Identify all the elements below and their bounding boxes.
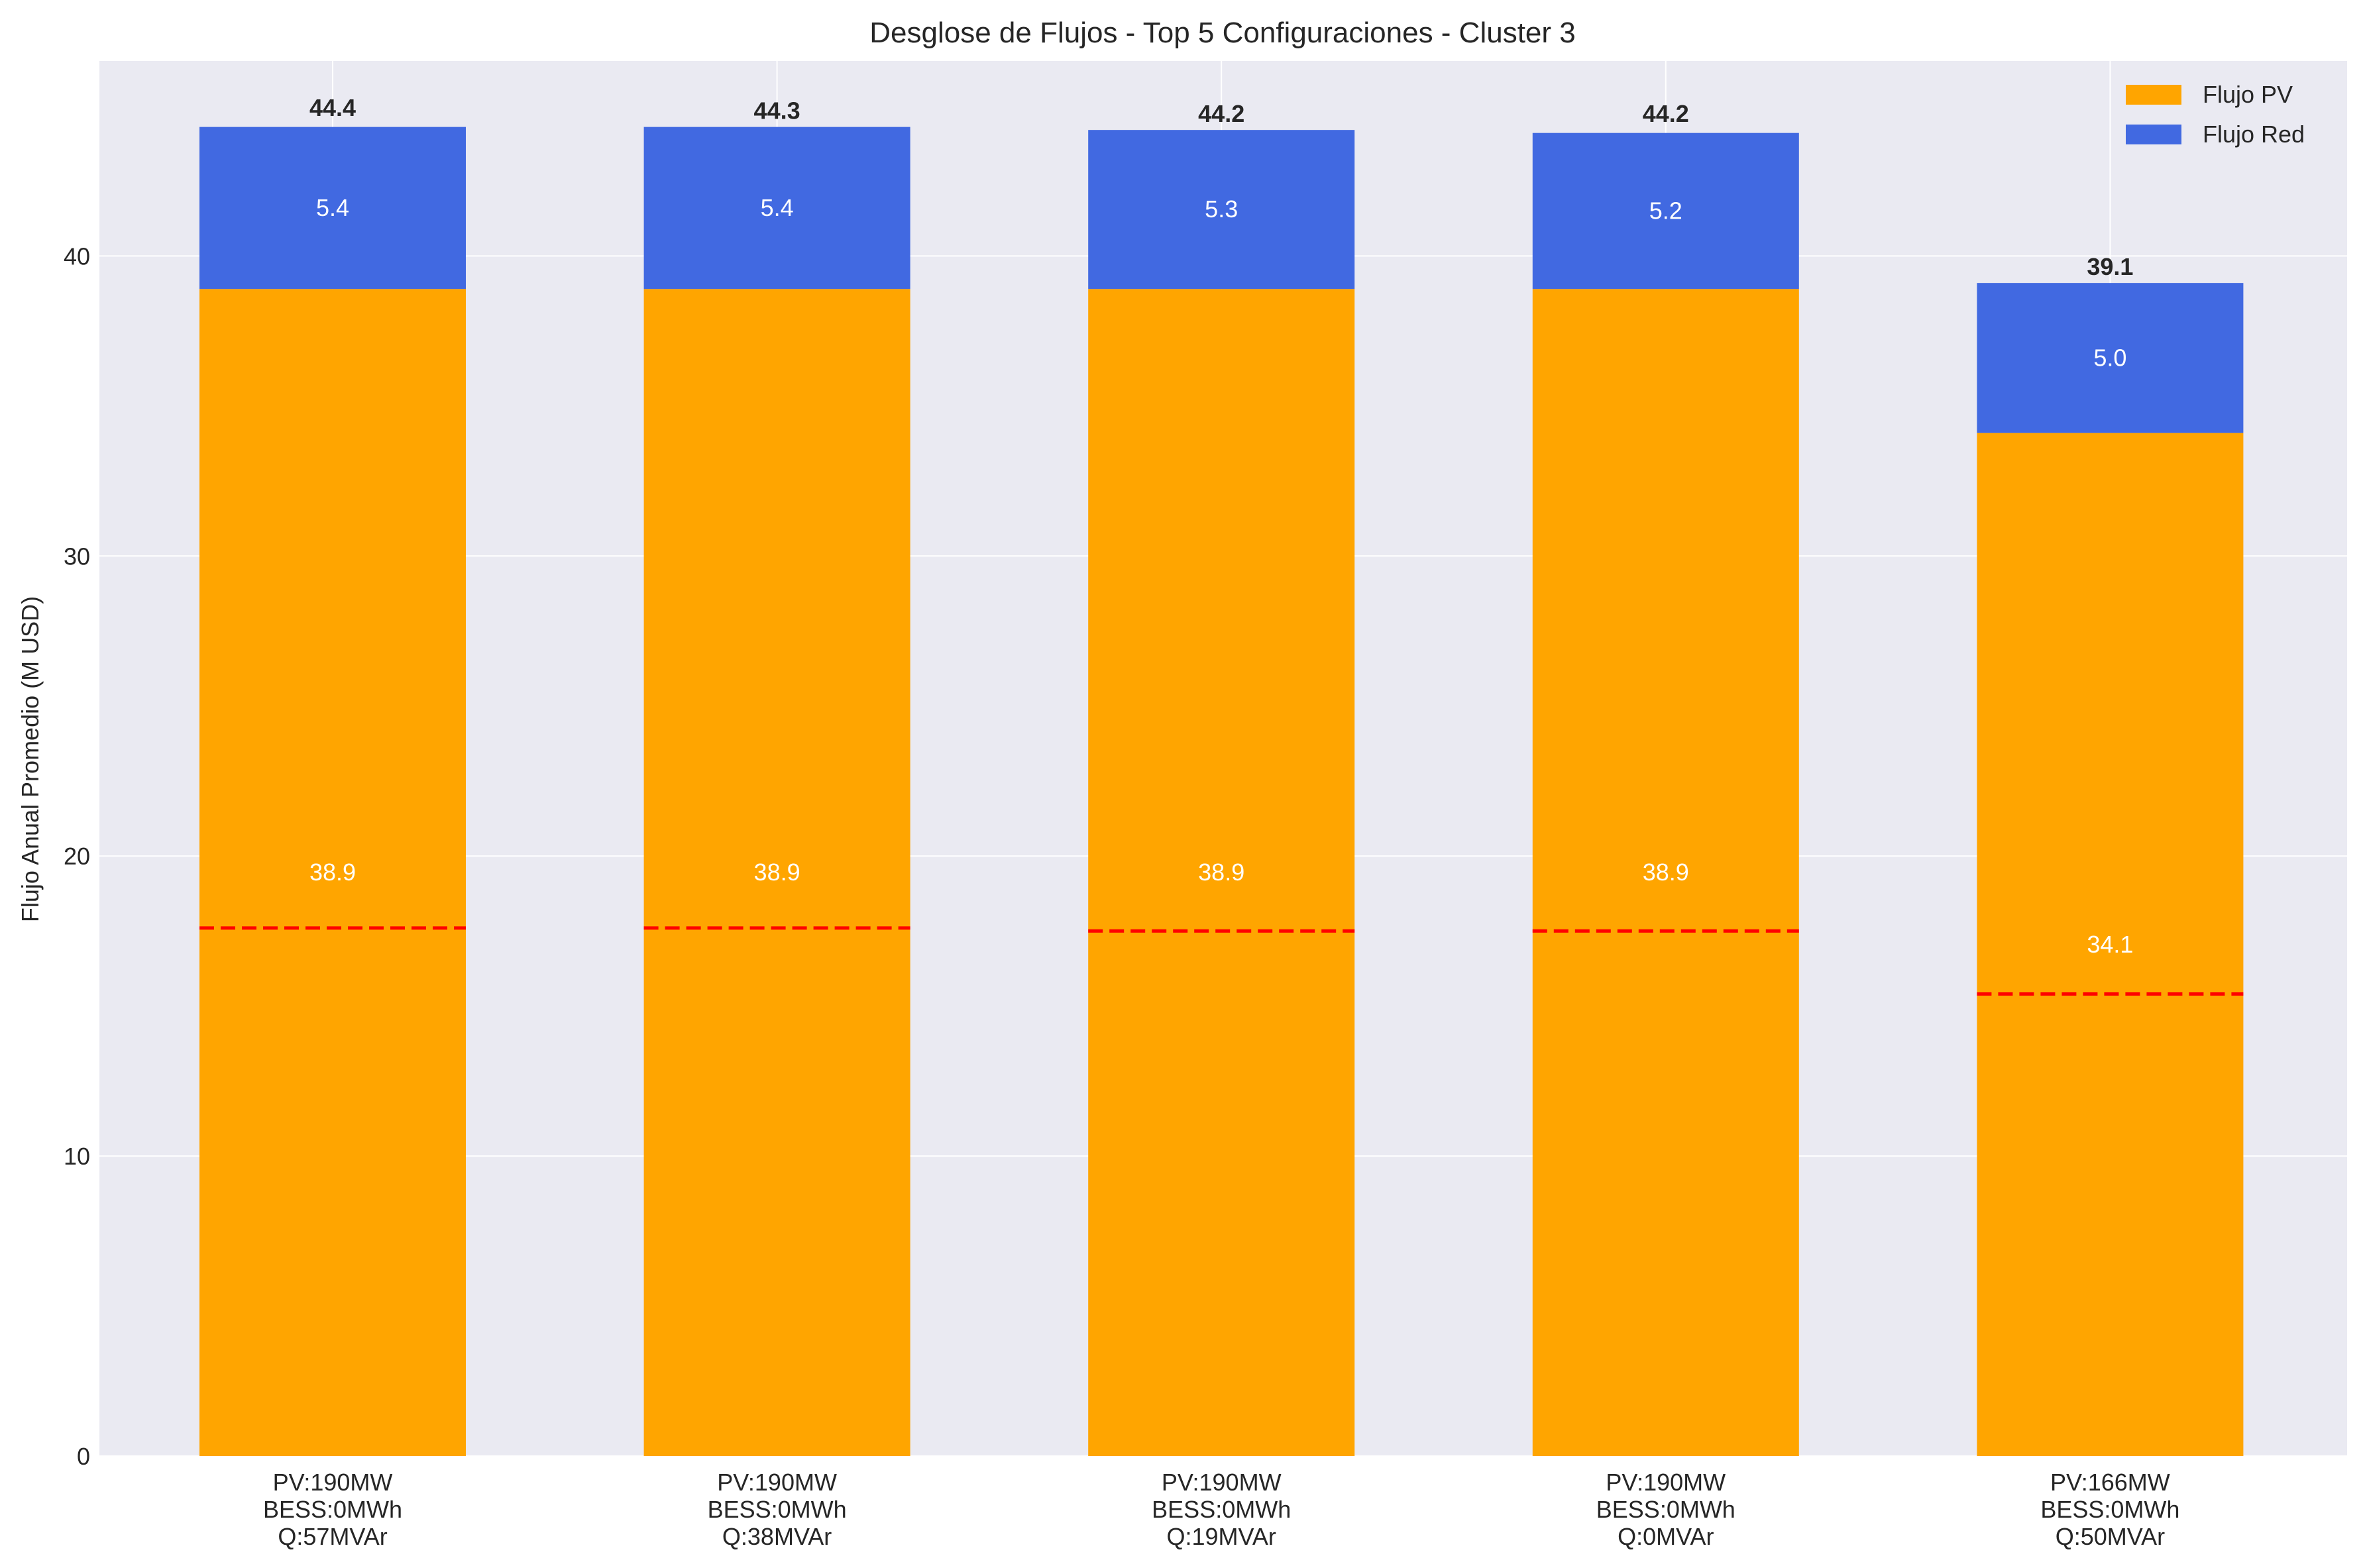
- y-axis-label: Flujo Anual Promedio (M USD): [17, 596, 44, 922]
- x-tick-label-line: Q:0MVAr: [1618, 1523, 1714, 1550]
- bar-value-label: 5.2: [1649, 197, 1682, 224]
- x-tick-label-line: Q:38MVAr: [722, 1523, 832, 1550]
- legend-label: Flujo Red: [2203, 121, 2305, 148]
- x-tick-label-line: BESS:0MWh: [1152, 1496, 1291, 1523]
- bar-flujo-red: [1088, 130, 1355, 289]
- bar-value-label: 38.9: [309, 859, 356, 886]
- x-tick-label-line: BESS:0MWh: [263, 1496, 402, 1523]
- x-tick-label-line: Q:19MVAr: [1167, 1523, 1276, 1550]
- bar-value-label: 5.4: [316, 194, 349, 221]
- bar-value-label: 5.0: [2093, 344, 2126, 371]
- y-tick-label: 30: [64, 543, 90, 570]
- bar-flujo-pv: [1532, 289, 1799, 1457]
- x-tick-label-line: Q:50MVAr: [2056, 1523, 2165, 1550]
- bar-flujo-pv: [199, 289, 466, 1457]
- bar-value-label: 38.9: [1643, 859, 1689, 886]
- bar-value-label: 38.9: [754, 859, 800, 886]
- x-tick-label-line: PV:190MW: [1162, 1469, 1282, 1496]
- bar-flujo-pv: [643, 289, 910, 1457]
- x-tick-label: PV:190MW BESS:0MWh Q:0MVAr: [1596, 1469, 1735, 1550]
- x-tick-label: PV:190MW BESS:0MWh Q:38MVAr: [708, 1469, 847, 1550]
- x-tick-label: PV:166MW BESS:0MWh Q:50MVAr: [2040, 1469, 2179, 1550]
- bar-value-label: 34.1: [2087, 931, 2133, 958]
- y-tick-label: 20: [64, 843, 90, 870]
- bar-flujo-red: [199, 127, 466, 289]
- legend-swatch: [2126, 85, 2181, 105]
- bar-total-label: 44.2: [1643, 100, 1689, 127]
- bar-value-label: 38.9: [1198, 859, 1244, 886]
- legend-swatch: [2126, 125, 2181, 144]
- y-tick-label: 0: [77, 1443, 90, 1470]
- y-tick-label: 10: [64, 1143, 90, 1170]
- x-tick-label-line: PV:190MW: [1606, 1469, 1726, 1496]
- bars: [199, 127, 2244, 1457]
- x-tick-label-line: PV:190MW: [717, 1469, 837, 1496]
- x-tick-label-line: PV:166MW: [2050, 1469, 2170, 1496]
- legend: Flujo PV Flujo Red: [2126, 81, 2305, 148]
- bar-flujo-pv: [1977, 433, 2244, 1456]
- x-tick-label-line: BESS:0MWh: [708, 1496, 847, 1523]
- x-tick-label-line: PV:190MW: [273, 1469, 393, 1496]
- data-labels: 38.9 5.4 44.4 38.9 5.4 44.3 38.9 5.3 44.2 38.9 5.2…: [309, 94, 2133, 958]
- bar-flujo-pv: [1088, 289, 1355, 1457]
- reference-lines: [199, 926, 2244, 996]
- bar-total-label: 44.4: [309, 94, 356, 121]
- bar-flujo-red: [1977, 283, 2244, 433]
- x-tick-label-line: BESS:0MWh: [2040, 1496, 2179, 1523]
- x-tick-label: PV:190MW BESS:0MWh Q:19MVAr: [1152, 1469, 1291, 1550]
- chart-title: Desglose de Flujos - Top 5 Configuracion…: [869, 17, 1576, 49]
- bar-value-label: 5.3: [1205, 195, 1238, 223]
- x-tick-label: PV:190MW BESS:0MWh Q:57MVAr: [263, 1469, 402, 1550]
- bar-value-label: 5.4: [761, 194, 794, 221]
- y-tick-label: 40: [64, 242, 90, 270]
- bar-total-label: 39.1: [2087, 253, 2133, 280]
- x-tick-label-line: Q:57MVAr: [278, 1523, 387, 1550]
- bar-total-label: 44.3: [754, 97, 800, 125]
- bar-total-label: 44.2: [1198, 100, 1244, 127]
- y-axis-ticks: 0 10 20 30 40: [64, 242, 90, 1470]
- x-tick-label-line: BESS:0MWh: [1596, 1496, 1735, 1523]
- bar-flujo-red: [643, 127, 910, 289]
- legend-label: Flujo PV: [2203, 81, 2293, 108]
- bar-flujo-red: [1532, 132, 1799, 289]
